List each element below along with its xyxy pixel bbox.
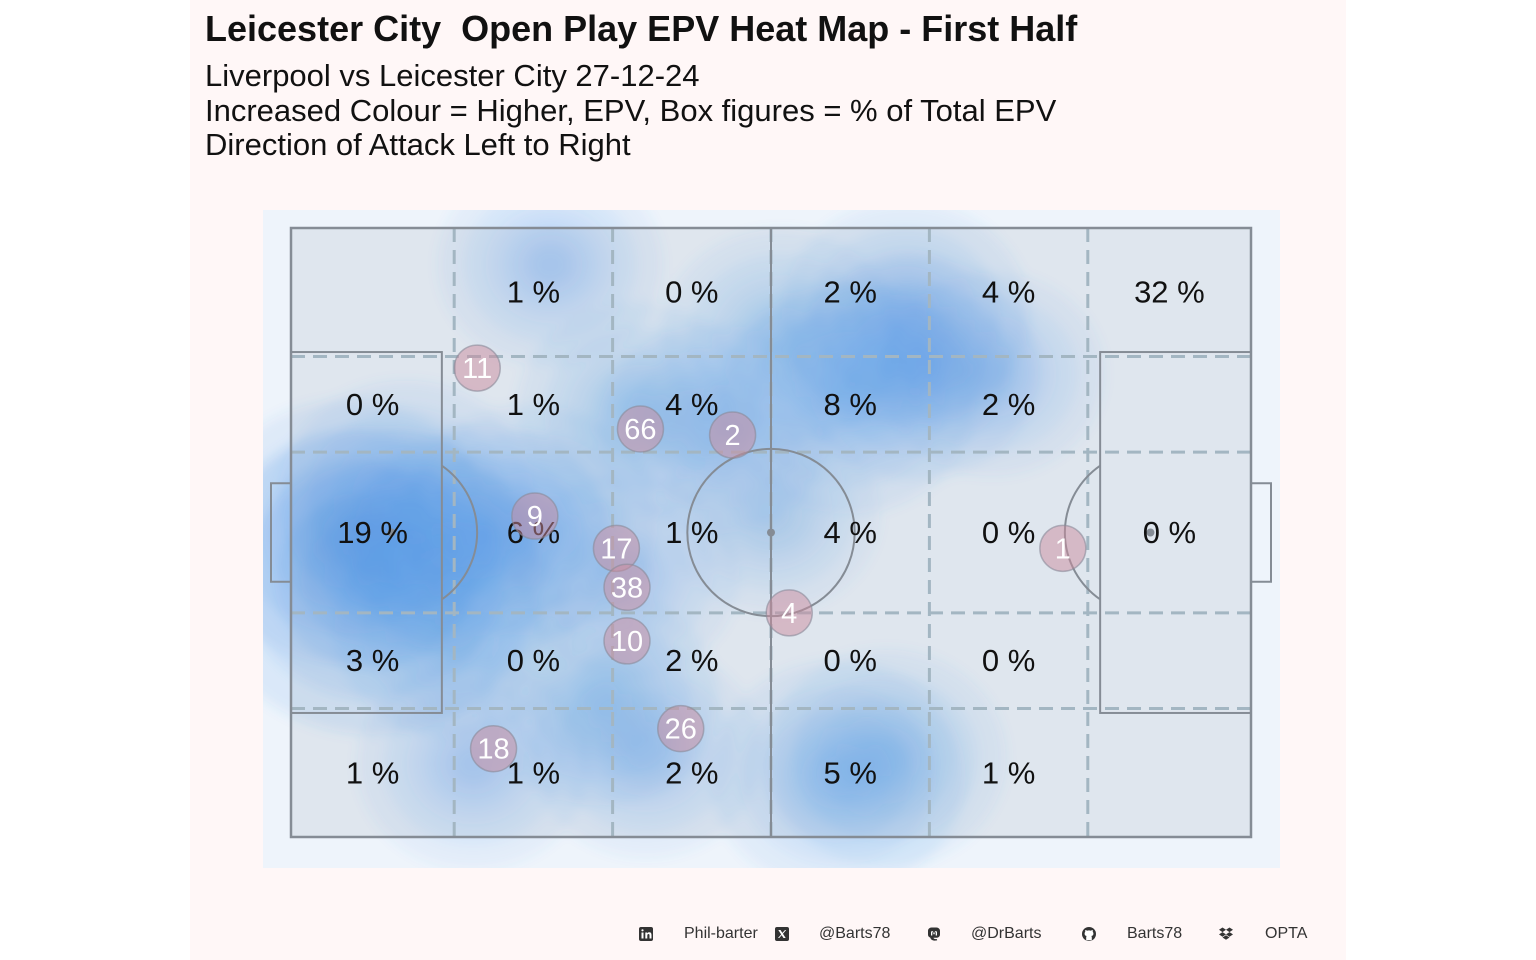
player-circle: [765, 589, 813, 637]
player-circle: [708, 411, 757, 459]
player-circle: [657, 704, 705, 753]
zone-label: 1 %: [507, 755, 560, 790]
zone-label: 1 %: [507, 387, 560, 422]
player-circle: [511, 492, 559, 540]
zone-label: 0 %: [1143, 515, 1196, 550]
subtitle-line-2: Increased Colour = Higher, EPV, Box figu…: [205, 93, 1057, 128]
player-number: 1: [1055, 533, 1071, 565]
heat-blob: [865, 739, 907, 777]
mastodon-icon: [926, 926, 942, 942]
zone-label: 4 %: [823, 515, 876, 550]
x-handle: @Barts78: [819, 925, 891, 942]
zone-label: 5 %: [823, 755, 876, 790]
github-icon: [1081, 926, 1097, 942]
player-marker: 26: [657, 704, 705, 753]
data-source: OPTA: [1265, 925, 1308, 942]
player-number: 66: [624, 414, 656, 446]
zone-label: 1 %: [982, 755, 1035, 790]
player-circle: [1039, 524, 1087, 573]
zone-label: 0 %: [982, 515, 1035, 550]
zone-label: 19 %: [337, 515, 408, 550]
mastodon-handle: @DrBarts: [971, 925, 1042, 942]
zone-label: 32 %: [1134, 275, 1205, 310]
centre-spot: [767, 528, 775, 537]
zone-label: 2 %: [823, 275, 876, 310]
goal-right: [1250, 482, 1272, 583]
player-marker: 1: [1039, 524, 1087, 573]
subtitle-line-3: Direction of Attack Left to Right: [205, 127, 631, 162]
zone-label: 1 %: [346, 755, 399, 790]
penalty-arc-left: [441, 464, 479, 601]
player-number: 17: [600, 533, 632, 565]
heat-blob: [530, 246, 570, 283]
player-circle: [603, 617, 651, 665]
penalty-spot-right: [1146, 528, 1155, 537]
player-marker: 66: [616, 405, 665, 453]
player-number: 2: [725, 420, 741, 452]
heat-blob: [626, 733, 667, 770]
goal-left: [270, 482, 292, 583]
player-marker: 2: [708, 411, 757, 459]
zone-label: 2 %: [665, 755, 718, 790]
player-marker: 4: [765, 589, 813, 637]
x-icon: [774, 926, 790, 942]
zone-label: 1 %: [507, 275, 560, 310]
dropbox-icon: [1218, 926, 1234, 942]
player-number: 18: [477, 734, 509, 766]
player-marker: 9: [511, 492, 559, 540]
chart-title: Leicester City Open Play EPV Heat Map - …: [205, 8, 1078, 49]
zone-label: 3 %: [346, 643, 399, 678]
player-marker: 11: [453, 344, 501, 392]
player-circle: [453, 344, 501, 392]
zone-label: 0 %: [665, 275, 718, 310]
footer-credits: Phil-barter @Barts78 @DrBarts Barts78 OP…: [0, 920, 1536, 950]
zone-label: 4 %: [982, 275, 1035, 310]
zone-label: 4 %: [665, 387, 718, 422]
player-circle: [469, 724, 518, 773]
player-marker: 17: [592, 524, 641, 573]
player-number: 11: [462, 353, 492, 385]
github-handle: Barts78: [1127, 925, 1183, 942]
zone-label: 1 %: [665, 515, 718, 550]
player-marker: 38: [603, 563, 651, 612]
player-number: 9: [527, 501, 543, 533]
linkedin-handle: Phil-barter: [684, 925, 758, 942]
zone-label: 0 %: [346, 387, 399, 422]
zone-label: 8 %: [823, 387, 876, 422]
penalty-spot-left: [387, 528, 396, 537]
zone-label: 2 %: [665, 643, 718, 678]
player-circle: [616, 405, 665, 453]
player-circle: [603, 563, 651, 612]
player-number: 26: [665, 714, 697, 746]
player-markers: 11 66 2 9 17 38 10 4 1 26 18: [453, 344, 1087, 773]
linkedin-icon: [638, 926, 654, 942]
zone-label: 2 %: [982, 387, 1035, 422]
zone-percent-labels: 1 %0 %2 %4 %32 %0 %1 %4 %8 %2 %19 %6 %1 …: [337, 275, 1204, 791]
zone-label: 0 %: [507, 643, 560, 678]
player-number: 4: [781, 598, 797, 630]
player-marker: 10: [603, 617, 651, 665]
subtitle-line-1: Liverpool vs Leicester City 27-12-24: [205, 58, 700, 93]
zone-label: 0 %: [823, 643, 876, 678]
player-marker: 18: [469, 724, 518, 773]
heat-blob: [972, 356, 1012, 392]
zone-label: 0 %: [982, 643, 1035, 678]
player-number: 38: [611, 572, 643, 604]
player-number: 10: [611, 626, 643, 658]
